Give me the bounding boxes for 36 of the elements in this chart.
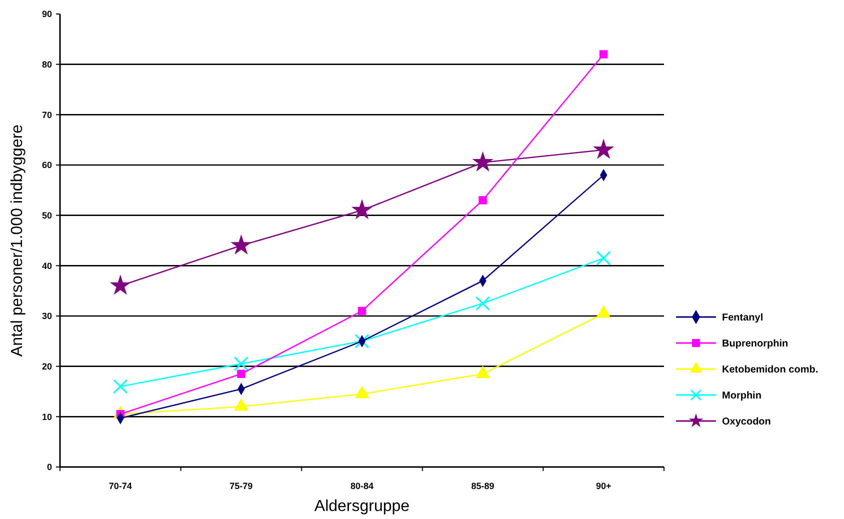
legend-label: Buprenorphin — [722, 338, 788, 350]
y-tick-label: 0 — [46, 462, 52, 472]
y-tick-label: 70 — [42, 110, 52, 120]
x-tick-label: 75-79 — [230, 481, 253, 491]
y-tick-label: 30 — [42, 311, 52, 322]
point — [234, 356, 249, 372]
x-axis-title: Aldersgruppe — [314, 498, 410, 515]
point — [600, 50, 608, 58]
x-tick-label: 90+ — [596, 481, 612, 491]
point — [472, 151, 494, 172]
point — [475, 296, 490, 311]
legend-label: Fentanyl — [722, 312, 764, 324]
y-tick-label: 50 — [42, 210, 52, 220]
point — [237, 370, 246, 378]
y-tick-label: 90 — [42, 9, 52, 20]
y-tick-label: 60 — [42, 160, 52, 170]
y-tick-label: 80 — [42, 59, 52, 70]
point — [113, 379, 128, 394]
point — [593, 138, 614, 159]
legend-label: Oxycodon — [722, 416, 771, 428]
x-tick-label: 85-89 — [471, 481, 494, 491]
point — [110, 274, 131, 295]
point — [596, 250, 611, 266]
y-tick-label: 20 — [42, 361, 52, 372]
point — [478, 196, 487, 204]
point — [351, 199, 373, 220]
y-tick-label: 40 — [42, 260, 52, 271]
x-tick-label: 80-84 — [350, 481, 374, 491]
legend-label: Morphin — [722, 390, 762, 402]
legend-label: Ketobemidon comb. — [722, 364, 818, 376]
y-axis-title: Antal personer/1.000 indbyggere — [9, 124, 26, 357]
y-tick-label: 10 — [42, 412, 52, 422]
x-tick-label: 70-74 — [108, 481, 132, 491]
point — [358, 306, 366, 316]
point — [354, 334, 370, 348]
point — [230, 234, 252, 255]
